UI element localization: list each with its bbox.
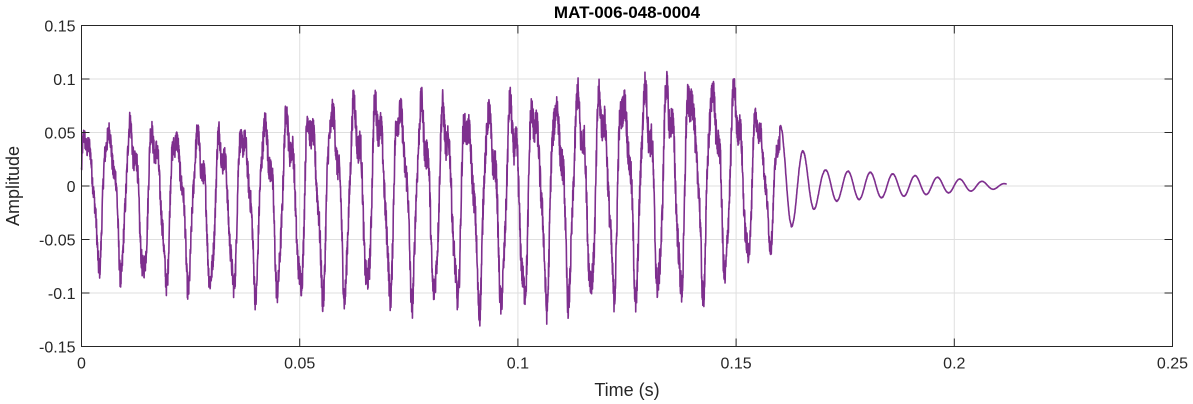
y-tick-label: -0.1 — [48, 286, 76, 303]
x-tick-label: 0.2 — [943, 356, 965, 373]
x-tick-label: 0.05 — [284, 356, 315, 373]
x-axis: 0 0.05 0.1 0.15 0.2 0.25 — [77, 25, 1188, 373]
x-tick-label: 0.1 — [507, 356, 529, 373]
series-line — [80, 70, 1008, 327]
y-tick-label: 0.05 — [44, 126, 75, 143]
y-tick-label: 0.1 — [53, 72, 75, 89]
y-tick-label: 0.15 — [44, 19, 75, 36]
x-tick-label: 0.15 — [721, 356, 752, 373]
y-tick-label: -0.05 — [39, 233, 76, 250]
y-tick-label: -0.15 — [39, 340, 76, 357]
y-axis-label: Amplitude — [3, 146, 23, 226]
x-tick-label: 0.25 — [1157, 356, 1188, 373]
y-tick-label: 0 — [67, 179, 76, 196]
x-tick-label: 0 — [77, 356, 86, 373]
chart-title: MAT-006-048-0004 — [554, 3, 701, 22]
x-axis-label: Time (s) — [594, 380, 659, 400]
plot-area — [80, 70, 1008, 327]
y-axis: -0.15 -0.1 -0.05 0 0.05 0.1 0.15 — [39, 19, 1173, 357]
